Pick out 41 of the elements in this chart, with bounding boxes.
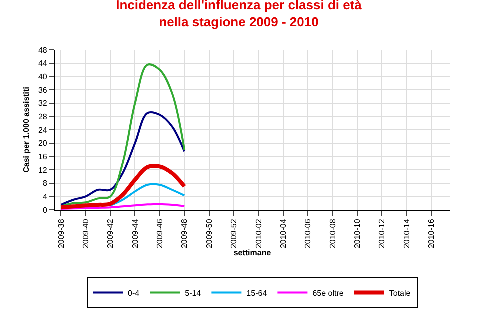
line-series: [59, 164, 187, 210]
y-tick-label: 48: [38, 46, 48, 55]
y-tick-label: 32: [38, 99, 48, 108]
y-tick-label: 24: [38, 126, 48, 135]
y-tick-label: 40: [38, 72, 48, 82]
legend-label: 65e oltre: [312, 288, 344, 298]
y-tick-label: 36: [38, 86, 48, 95]
chart-title: Incidenza dell'influenza per classi di età nella stagione 2009 - 2010: [116, 0, 363, 30]
y-tick-label: 28: [38, 112, 48, 122]
x-tick-label: 2010-14: [402, 218, 412, 249]
x-tick-label: 2009-48: [180, 218, 190, 249]
x-tick-label: 2010-10: [353, 218, 362, 249]
line-series: [60, 64, 186, 208]
x-tick-label: 2009-46: [156, 218, 165, 249]
x-tick-label: 2010-16: [427, 218, 436, 249]
y-tick-label: 20: [38, 139, 48, 148]
y-tick-label: 12: [38, 166, 48, 175]
legend-label: Totale: [389, 288, 412, 298]
x-tick-label: 2010-08: [328, 218, 338, 249]
x-tick-label: 2009-44: [130, 218, 140, 249]
x-tick-label: 2010-06: [304, 218, 313, 249]
y-tick-label: 8: [42, 179, 48, 188]
legend-label: 5-14: [185, 288, 202, 298]
y-tick-label: 16: [38, 152, 48, 162]
legend-label: 15-64: [246, 288, 268, 298]
x-axis-title: settimane: [234, 248, 272, 258]
line-series: [110, 183, 186, 207]
line-series: [60, 111, 186, 206]
x-tick-label: 2010-04: [278, 218, 288, 249]
y-axis-title: Casi per 1.000 assistiti: [22, 87, 31, 173]
legend-label: 0-4: [128, 288, 140, 298]
y-tick-label: 0: [42, 206, 48, 215]
x-tick-label: 2009-40: [81, 218, 90, 249]
x-tick-label: 2009-42: [106, 218, 116, 249]
y-tick-label: 44: [38, 59, 48, 68]
x-tick-label: 2010-12: [378, 218, 387, 249]
x-tick-label: 2009-50: [204, 218, 214, 249]
x-tick-label: 2010-02: [254, 218, 264, 249]
y-tick-label: 4: [42, 192, 48, 202]
x-tick-label: 2009-38: [56, 218, 66, 249]
x-tick-label: 2009-52: [230, 218, 239, 249]
